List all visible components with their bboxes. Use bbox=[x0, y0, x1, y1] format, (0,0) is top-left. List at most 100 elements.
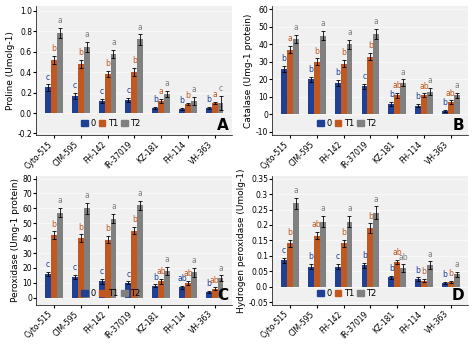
Bar bbox=[45, 88, 51, 113]
Text: c: c bbox=[46, 73, 50, 82]
Text: a: a bbox=[454, 81, 459, 90]
Text: D: D bbox=[452, 288, 465, 303]
Text: a: a bbox=[111, 38, 116, 47]
Text: ab: ab bbox=[183, 269, 193, 278]
Text: b: b bbox=[416, 266, 420, 275]
Bar bbox=[126, 283, 131, 298]
Bar bbox=[218, 279, 224, 298]
Text: a: a bbox=[138, 22, 143, 31]
Bar bbox=[341, 244, 346, 287]
Bar bbox=[394, 95, 400, 115]
Bar bbox=[427, 265, 433, 287]
Bar bbox=[287, 49, 293, 115]
Bar bbox=[346, 222, 353, 287]
Text: a: a bbox=[111, 202, 116, 211]
Bar bbox=[99, 281, 105, 298]
Bar bbox=[281, 69, 287, 115]
Text: C: C bbox=[218, 288, 228, 303]
Bar bbox=[281, 261, 287, 287]
Y-axis label: Hydrogen peroxidase (Umolg-1): Hydrogen peroxidase (Umolg-1) bbox=[237, 168, 246, 313]
Text: a: a bbox=[212, 90, 217, 99]
Bar bbox=[314, 236, 320, 287]
Text: a: a bbox=[320, 19, 325, 28]
Bar bbox=[105, 74, 110, 113]
Bar bbox=[137, 206, 143, 298]
Bar bbox=[448, 282, 454, 287]
Bar bbox=[421, 95, 427, 115]
Bar bbox=[131, 231, 137, 298]
Bar bbox=[448, 102, 454, 115]
Bar bbox=[454, 95, 459, 115]
Bar bbox=[105, 240, 110, 298]
Bar bbox=[415, 279, 421, 287]
Text: ab: ab bbox=[392, 81, 402, 90]
Text: b: b bbox=[288, 228, 292, 237]
Text: c: c bbox=[127, 270, 130, 279]
Text: a: a bbox=[288, 34, 292, 43]
Text: ab: ab bbox=[398, 253, 408, 262]
Text: ab: ab bbox=[156, 267, 166, 276]
Bar bbox=[72, 95, 78, 113]
Bar bbox=[179, 288, 185, 298]
Text: ab: ab bbox=[392, 248, 402, 257]
Text: b: b bbox=[206, 279, 211, 288]
Bar bbox=[152, 108, 158, 113]
Bar bbox=[400, 83, 406, 115]
Text: c: c bbox=[73, 81, 77, 90]
Text: a: a bbox=[374, 17, 379, 26]
Bar bbox=[308, 79, 314, 115]
Bar bbox=[206, 292, 212, 298]
Text: a: a bbox=[84, 30, 89, 39]
Text: ab: ab bbox=[312, 220, 322, 229]
Bar bbox=[212, 289, 218, 298]
Text: b: b bbox=[448, 269, 453, 278]
Text: b: b bbox=[52, 44, 56, 53]
Text: b: b bbox=[105, 224, 110, 233]
Bar bbox=[78, 64, 84, 113]
Legend: 0, T1, T2: 0, T1, T2 bbox=[313, 116, 380, 131]
Text: b: b bbox=[78, 48, 83, 57]
Bar bbox=[388, 277, 394, 287]
Text: ab: ab bbox=[419, 82, 428, 91]
Text: c: c bbox=[73, 263, 77, 272]
Text: ab: ab bbox=[210, 275, 219, 284]
Legend: 0, T1, T2: 0, T1, T2 bbox=[78, 285, 144, 301]
Bar bbox=[367, 228, 374, 287]
Bar bbox=[362, 86, 367, 115]
Bar bbox=[374, 34, 379, 115]
Bar bbox=[421, 281, 427, 287]
Bar bbox=[84, 47, 90, 113]
Bar bbox=[308, 267, 314, 287]
Text: c: c bbox=[219, 84, 223, 93]
Text: b: b bbox=[442, 270, 447, 279]
Text: a: a bbox=[159, 87, 164, 96]
Text: b: b bbox=[52, 220, 56, 229]
Text: a: a bbox=[164, 255, 169, 264]
Bar bbox=[126, 100, 131, 113]
Text: a: a bbox=[191, 256, 196, 265]
Text: b: b bbox=[368, 41, 373, 50]
Bar bbox=[212, 103, 218, 113]
Text: c: c bbox=[127, 86, 130, 95]
Bar bbox=[185, 283, 191, 298]
Text: c: c bbox=[46, 260, 50, 269]
Bar bbox=[78, 238, 84, 298]
Bar bbox=[164, 271, 170, 298]
Text: a: a bbox=[164, 79, 169, 88]
Bar bbox=[218, 103, 224, 113]
Bar bbox=[335, 83, 341, 115]
Text: b: b bbox=[132, 215, 137, 224]
Y-axis label: Peroxidase (Umg-1 protein): Peroxidase (Umg-1 protein) bbox=[10, 179, 19, 302]
Text: a: a bbox=[84, 191, 89, 200]
Text: a: a bbox=[428, 76, 432, 85]
Text: a: a bbox=[57, 197, 62, 206]
Bar bbox=[185, 104, 191, 113]
Text: b: b bbox=[314, 46, 319, 55]
Bar bbox=[287, 244, 293, 287]
Text: a: a bbox=[401, 67, 405, 76]
Text: b: b bbox=[78, 222, 83, 231]
Bar bbox=[206, 108, 212, 113]
Bar bbox=[293, 203, 299, 287]
Bar bbox=[320, 36, 326, 115]
Bar bbox=[388, 104, 394, 115]
